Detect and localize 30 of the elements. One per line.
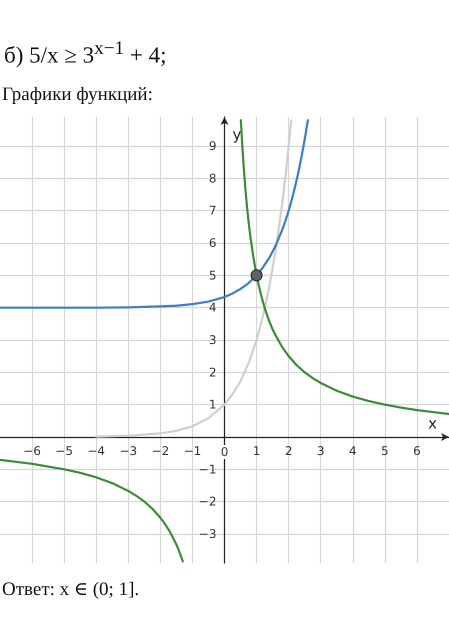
y-tick-label: 8 bbox=[208, 171, 216, 186]
y-tick-label: −2 bbox=[198, 494, 216, 509]
chart-subtitle: Графики функций: bbox=[2, 84, 153, 106]
x-tick-label: 5 bbox=[381, 444, 389, 458]
y-tick-label: 2 bbox=[208, 365, 216, 380]
text: Ответ: x ∈ (0; 1]. bbox=[2, 578, 140, 601]
x-tick-label: 4 bbox=[348, 444, 357, 458]
y-tick-label: −3 bbox=[198, 526, 216, 541]
x-tick-label: −6 bbox=[23, 444, 41, 458]
x-tick-label: 1 bbox=[252, 444, 260, 458]
y-tick-label: 6 bbox=[208, 236, 216, 250]
x-tick-label: −3 bbox=[119, 444, 138, 458]
y-tick-label: 9 bbox=[208, 139, 216, 154]
y-tick-label: −1 bbox=[198, 462, 216, 476]
x-tick-label: 3 bbox=[316, 444, 325, 458]
y-tick-label: 5 bbox=[208, 268, 216, 282]
y-tick-label: 7 bbox=[208, 204, 216, 218]
x-tick-label: 6 bbox=[413, 444, 421, 458]
y-axis-title: y bbox=[232, 126, 242, 144]
chart-title: б) 5/x ≥ 3$^{x−1}$ + 4; bbox=[4, 38, 166, 69]
x-tick-label: 2 bbox=[284, 444, 292, 458]
x-tick-label: −5 bbox=[55, 444, 73, 458]
y-tick-label: 1 bbox=[208, 398, 216, 412]
y-tick-label: 3 bbox=[208, 333, 216, 347]
x-tick-label: −2 bbox=[152, 444, 170, 458]
x-tick-label: 0 bbox=[220, 444, 228, 459]
x-tick-label: −4 bbox=[87, 444, 106, 458]
y-tick-label: 4 bbox=[208, 300, 216, 315]
x-tick-label: −1 bbox=[184, 444, 202, 458]
x-axis-title: x bbox=[428, 414, 438, 432]
